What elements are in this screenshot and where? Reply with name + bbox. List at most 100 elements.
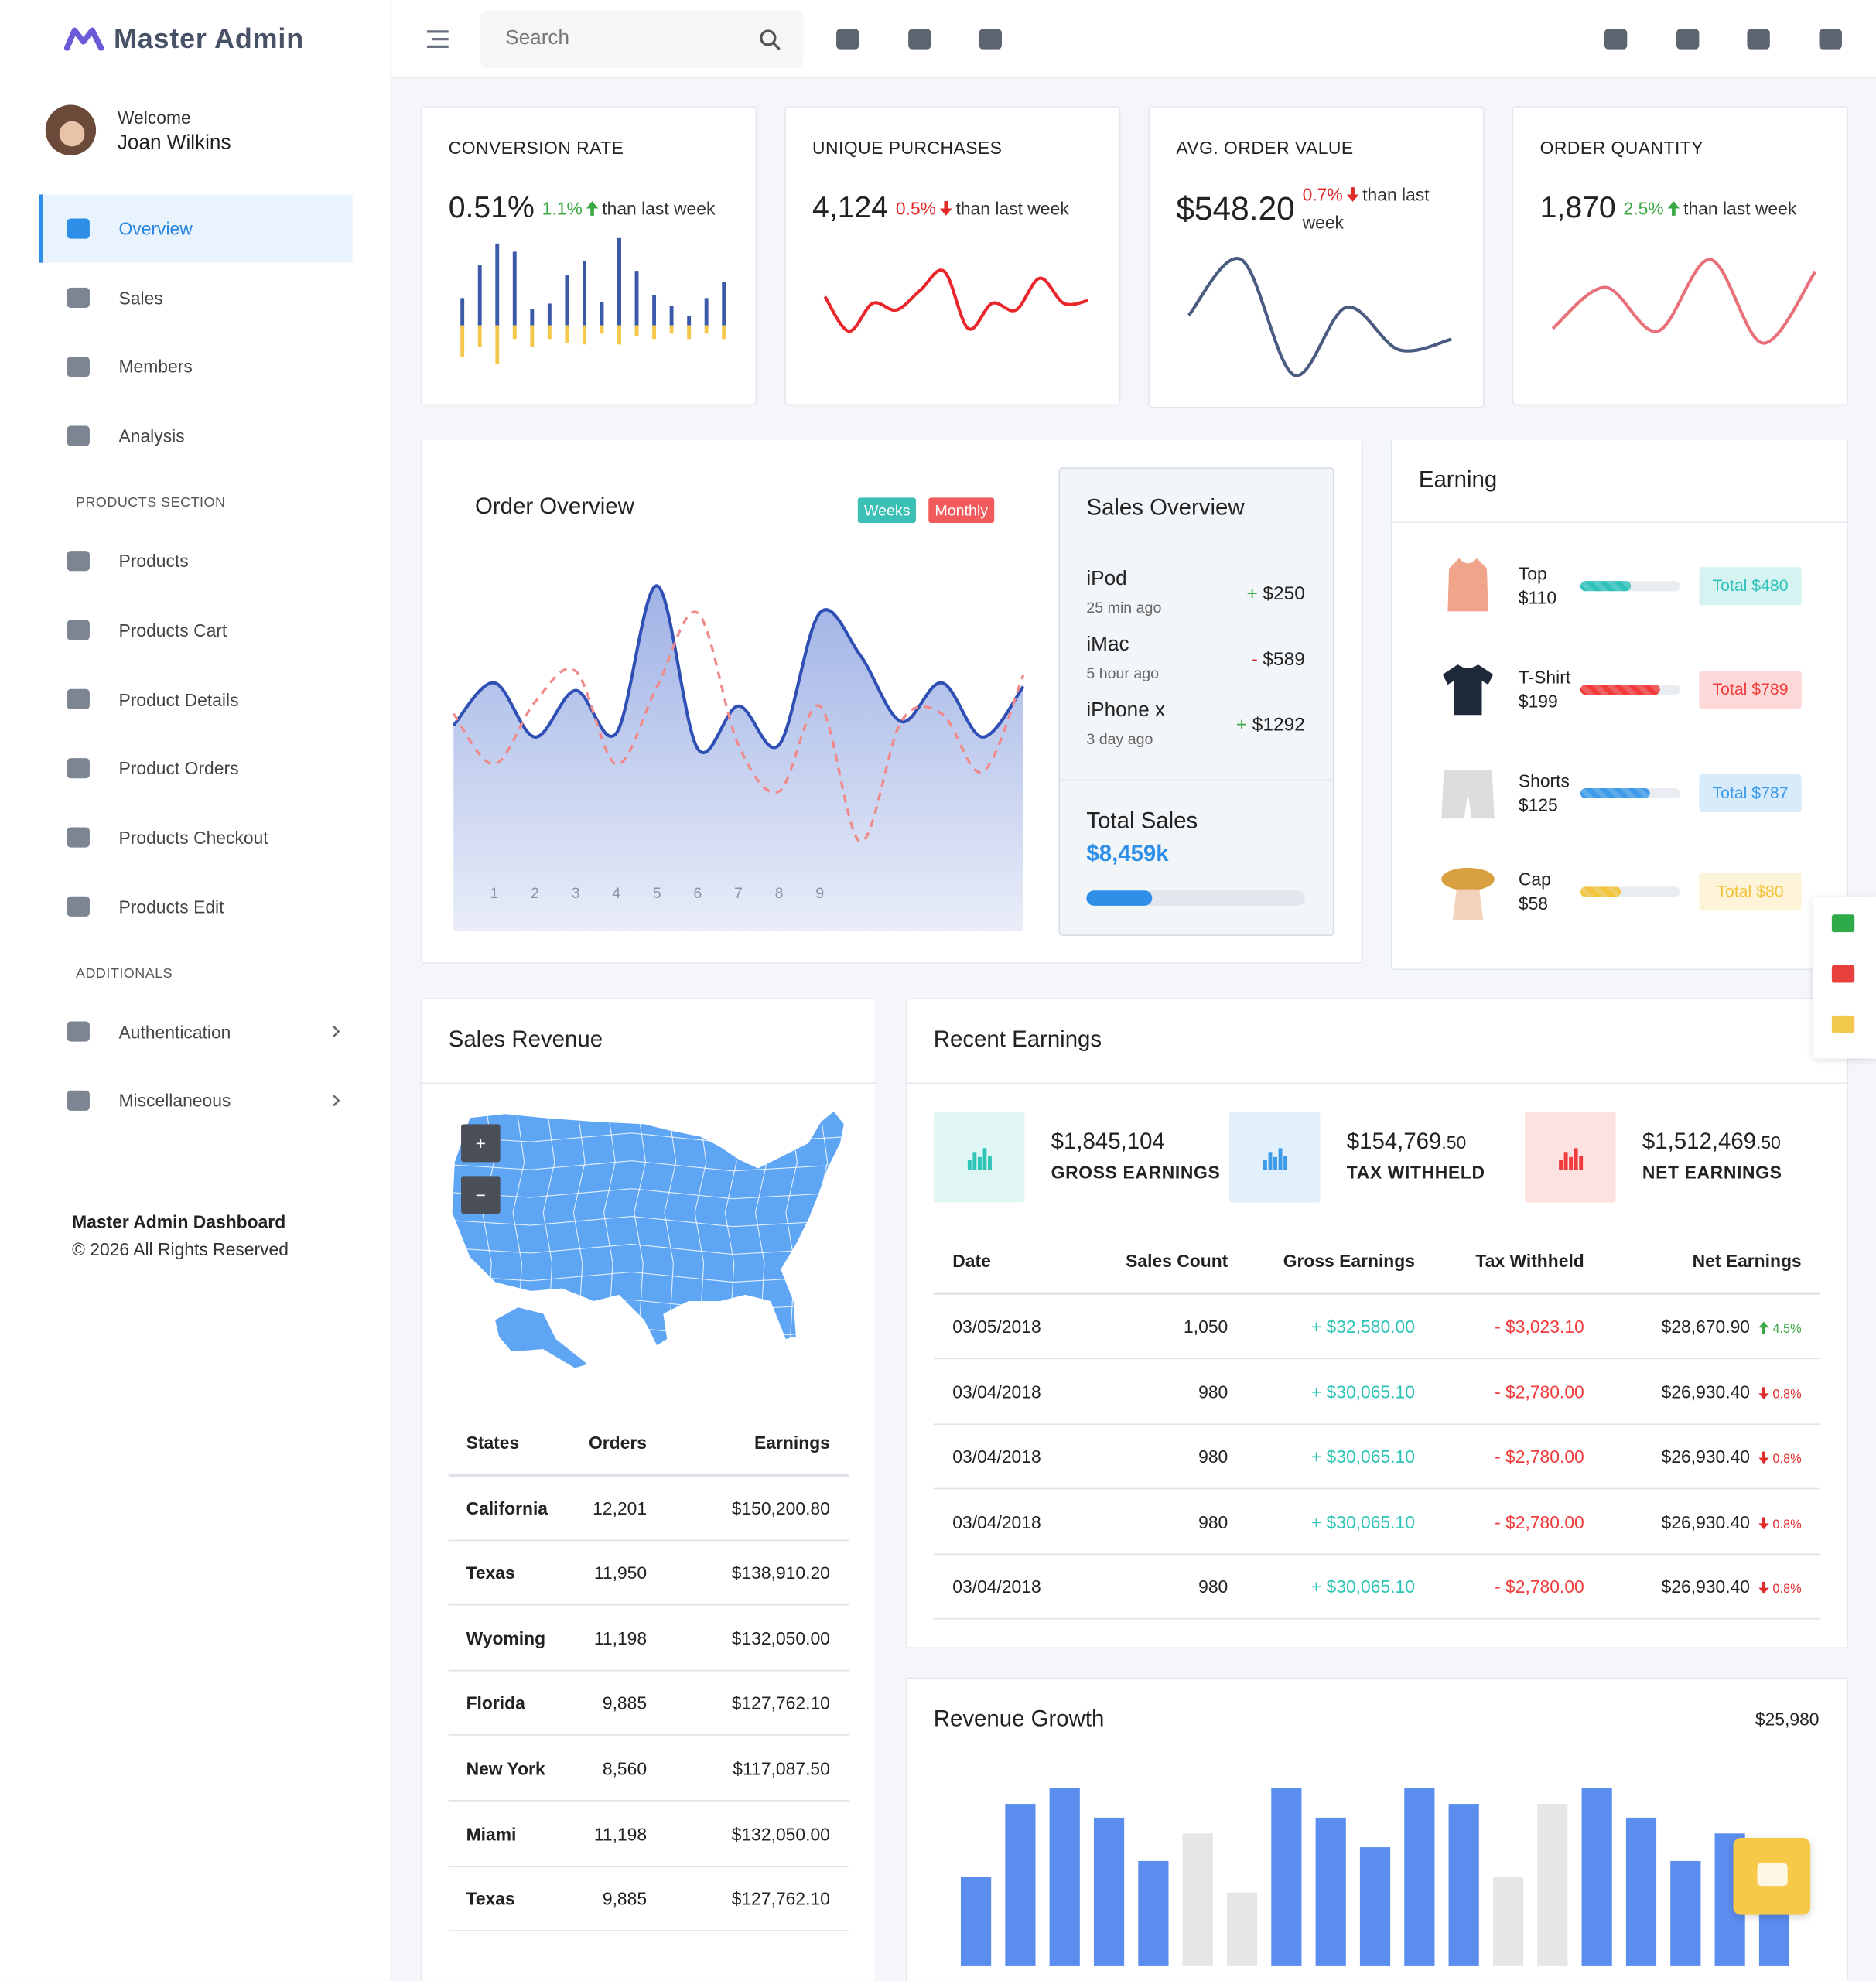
progress-fill bbox=[1580, 581, 1631, 592]
search-box[interactable] bbox=[480, 10, 804, 69]
net-change: 0.8% bbox=[1772, 1388, 1802, 1402]
card-title: Sales Revenue bbox=[448, 1026, 603, 1052]
item-time: 5 hour ago bbox=[1086, 664, 1160, 682]
change-value: 0.7% bbox=[1302, 184, 1343, 205]
stat-value-row: 4,124 0.5% than last week bbox=[812, 182, 1100, 235]
brand: Master Admin bbox=[113, 22, 304, 55]
nav-item[interactable]: Product Details bbox=[118, 688, 239, 709]
trend-arrow bbox=[1758, 1517, 1769, 1529]
product-label: Shorts $125 bbox=[1519, 769, 1577, 817]
amount-sign: + bbox=[1235, 714, 1248, 736]
table-cell: $132,050.00 bbox=[731, 1823, 830, 1844]
map-zoom-button[interactable]: − bbox=[461, 1176, 501, 1214]
footer-copyright: © 2026 All Rights Reserved bbox=[72, 1238, 289, 1260]
table-cell: $26,930.40 0.8% bbox=[1662, 1446, 1802, 1467]
item-name: iMac bbox=[1086, 634, 1129, 656]
table-header: Sales Count bbox=[1126, 1250, 1228, 1271]
stat-value: 0.51% bbox=[448, 190, 535, 225]
table-cell: California bbox=[466, 1497, 548, 1518]
card-title: Earning bbox=[1418, 466, 1498, 493]
stat-change: 0.5% than last week bbox=[896, 194, 1069, 222]
trend-arrow bbox=[1346, 187, 1359, 202]
table-header: States bbox=[466, 1432, 520, 1453]
recent-earnings-card bbox=[905, 998, 1849, 1649]
table-cell: $127,762.10 bbox=[731, 1692, 830, 1713]
product-name: Shorts bbox=[1518, 770, 1570, 791]
card-title: Order Overview bbox=[475, 493, 634, 519]
summary-amount: $1,512,469 bbox=[1642, 1129, 1757, 1154]
change-note: than last week bbox=[602, 198, 716, 219]
product-price: $110 bbox=[1518, 587, 1557, 608]
table-cell: 03/04/2018 bbox=[952, 1576, 1041, 1597]
chat-button[interactable] bbox=[1733, 1838, 1811, 1915]
table-rule bbox=[933, 1423, 1821, 1425]
table-cell: $127,762.10 bbox=[731, 1888, 830, 1909]
trend-arrow bbox=[1758, 1582, 1769, 1595]
summary-amount: $1,845,104 bbox=[1051, 1129, 1165, 1154]
summary-value: $1,512,469.50 bbox=[1642, 1129, 1781, 1155]
panel-icon[interactable] bbox=[1831, 965, 1855, 983]
change-value: 2.5% bbox=[1623, 198, 1664, 219]
table-cell: $138,910.20 bbox=[731, 1563, 830, 1583]
nav-item[interactable]: Products Cart bbox=[118, 620, 227, 640]
footer-title: Master Admin Dashboard bbox=[72, 1211, 286, 1232]
table-rule bbox=[933, 1618, 1821, 1621]
table-cell: - $2,780.00 bbox=[1495, 1511, 1584, 1532]
nav-item[interactable]: Products Edit bbox=[118, 896, 224, 917]
trend-arrow bbox=[1758, 1451, 1769, 1464]
net-value: $26,930.40 bbox=[1661, 1381, 1751, 1402]
nav-item[interactable]: Overview bbox=[118, 218, 193, 239]
table-rule bbox=[933, 1553, 1821, 1555]
panel-icon[interactable] bbox=[1831, 1015, 1855, 1033]
nav-active bbox=[39, 194, 353, 263]
stat-change: 0.7% than last week bbox=[1303, 181, 1464, 237]
nav-item[interactable]: Analysis bbox=[118, 425, 185, 446]
table-cell: $117,087.50 bbox=[733, 1757, 830, 1779]
table-cell: 980 bbox=[1198, 1446, 1228, 1467]
divider bbox=[1058, 779, 1334, 781]
table-rule bbox=[448, 1734, 849, 1737]
nav-item[interactable]: Products bbox=[118, 551, 189, 572]
nav-item[interactable]: Product Orders bbox=[118, 758, 239, 779]
user-name: Joan Wilkins bbox=[117, 132, 231, 155]
nav-item[interactable]: Members bbox=[118, 357, 193, 377]
table-cell: Texas bbox=[466, 1563, 515, 1583]
x-tick-label: 5 bbox=[652, 884, 661, 902]
nav-item[interactable]: Products Checkout bbox=[118, 827, 268, 848]
panel-icon[interactable] bbox=[1831, 914, 1855, 933]
toggle[interactable]: Monthly bbox=[928, 497, 995, 524]
summary-icon-box bbox=[933, 1112, 1025, 1203]
change-value: 1.1% bbox=[542, 198, 583, 219]
item-amount: + $250 bbox=[1247, 583, 1305, 605]
search-placeholder: Search bbox=[505, 27, 569, 50]
summary-icon-box bbox=[1228, 1112, 1321, 1203]
product-label: Top $110 bbox=[1519, 562, 1577, 610]
map-zoom-button[interactable]: + bbox=[461, 1124, 501, 1163]
table-cell: - $2,780.00 bbox=[1495, 1381, 1584, 1402]
net-value: $26,930.40 bbox=[1661, 1446, 1751, 1467]
table-cell: 980 bbox=[1198, 1511, 1228, 1532]
nav-item[interactable]: Sales bbox=[118, 287, 163, 308]
progress-fill bbox=[1580, 685, 1661, 695]
summary-amount: $154,769 bbox=[1346, 1129, 1442, 1154]
table-cell: $150,200.80 bbox=[731, 1497, 830, 1518]
table-cell: $132,050.00 bbox=[731, 1627, 830, 1648]
summary-cents: .50 bbox=[1441, 1132, 1467, 1153]
product-price: $125 bbox=[1518, 794, 1558, 815]
product-label: Cap $58 bbox=[1519, 868, 1577, 916]
table-header: Earnings bbox=[754, 1432, 830, 1453]
nav-item[interactable]: Authentication bbox=[118, 1021, 231, 1042]
nav-item[interactable]: Miscellaneous bbox=[118, 1090, 231, 1111]
summary-icon-box bbox=[1525, 1112, 1616, 1203]
stat-change: 1.1% than last week bbox=[542, 194, 716, 222]
toggle[interactable]: Weeks bbox=[857, 497, 917, 524]
x-tick-label: 3 bbox=[571, 884, 580, 902]
table-rule bbox=[448, 1669, 849, 1671]
card-title: Recent Earnings bbox=[933, 1026, 1102, 1052]
change-note: than last week bbox=[1683, 198, 1797, 219]
stat-value-row: 1,870 2.5% than last week bbox=[1540, 182, 1828, 235]
total-label: Total Sales bbox=[1086, 808, 1198, 833]
x-tick-label: 1 bbox=[490, 884, 499, 902]
stat-value: 1,870 bbox=[1539, 190, 1616, 225]
item-time: 25 min ago bbox=[1086, 599, 1162, 617]
